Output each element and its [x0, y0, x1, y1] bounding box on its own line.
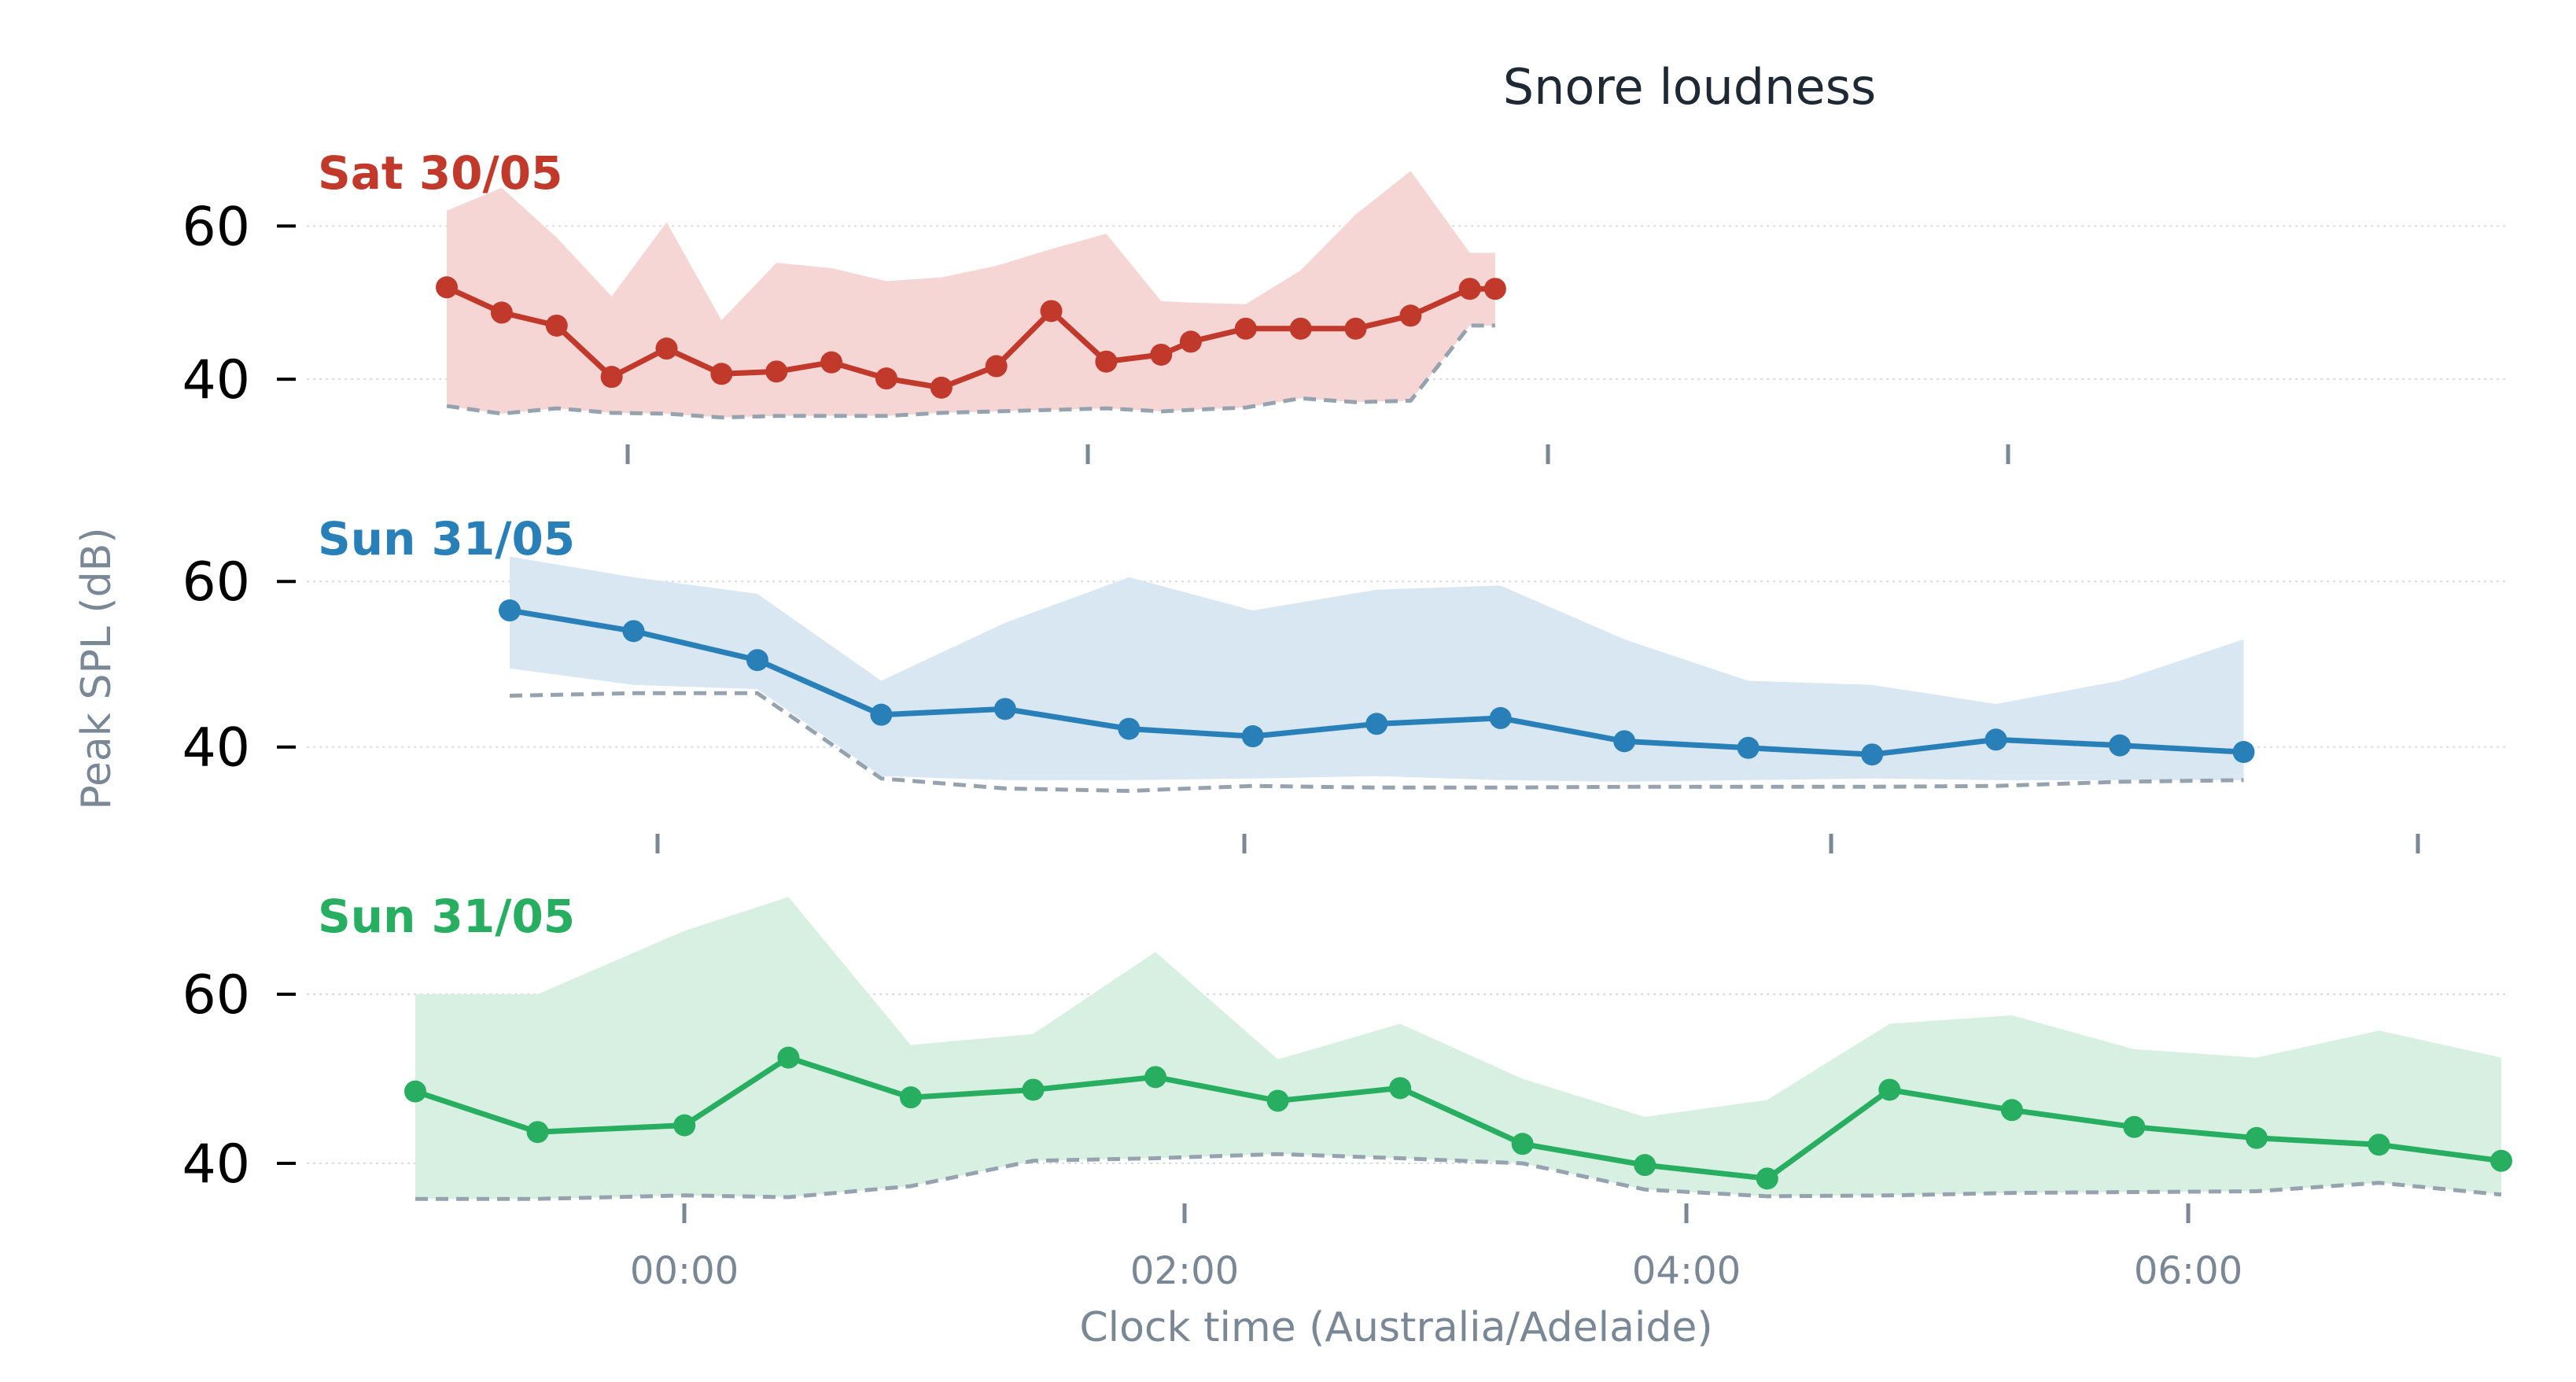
data-point [1389, 1077, 1412, 1100]
x-axis-label: Clock time (Australia/Adelaide) [1079, 1304, 1712, 1351]
data-point [600, 366, 623, 389]
data-point [1511, 1133, 1534, 1155]
baseline-line [509, 691, 2244, 794]
data-point [777, 1046, 800, 1069]
data-point [875, 367, 897, 390]
data-point [2490, 1149, 2512, 1172]
peak-line [414, 1055, 2502, 1181]
data-point [2000, 1099, 2023, 1122]
data-point [2245, 1126, 2268, 1149]
data-point [765, 360, 788, 383]
data-point [1144, 1066, 1167, 1089]
y-tick-label: 60 [182, 964, 250, 1026]
data-point [1266, 1089, 1289, 1112]
data-point [655, 337, 678, 360]
data-point [1458, 278, 1481, 300]
data-point [404, 1080, 426, 1103]
data-point [985, 355, 1008, 378]
panel-label: Sat 30/05 [318, 146, 562, 200]
data-point [930, 376, 953, 399]
data-point [1234, 317, 1257, 340]
data-point [2109, 734, 2132, 757]
data-point [1878, 1078, 1901, 1101]
data-point [622, 620, 645, 643]
y-tick-label: 40 [182, 349, 250, 411]
data-point [1399, 304, 1422, 327]
data-point [1022, 1078, 1045, 1101]
baseline-line [415, 1152, 2502, 1201]
y-tick-label: 40 [182, 717, 250, 779]
y-tick-label: 60 [182, 196, 250, 258]
data-point [1289, 317, 1312, 340]
data-point [2123, 1115, 2146, 1138]
data-point [1365, 713, 1388, 735]
data-point [1095, 350, 1118, 373]
data-point [710, 363, 733, 385]
range-band [510, 556, 2244, 782]
data-point [1241, 725, 1264, 748]
x-tick-label: 04:00 [1632, 1249, 1741, 1293]
data-point [1040, 300, 1063, 322]
range-band [447, 171, 1495, 418]
data-point [673, 1114, 696, 1137]
data-point [2232, 741, 2255, 764]
data-point [499, 599, 521, 622]
panel-label: Sun 31/05 [318, 890, 575, 943]
data-point [2368, 1133, 2390, 1156]
data-point [1179, 330, 1202, 353]
chart-title: Snore loudness [1503, 58, 1876, 116]
y-tick-label: 60 [182, 551, 250, 614]
data-point [436, 276, 458, 299]
data-point [899, 1086, 922, 1109]
data-point [1737, 736, 1760, 759]
data-point [1861, 743, 1884, 766]
data-point [1634, 1154, 1657, 1177]
data-point [1613, 730, 1636, 753]
data-point [820, 351, 843, 374]
x-tick-label: 06:00 [2134, 1249, 2242, 1293]
data-point [1756, 1167, 1778, 1190]
x-tick-label: 00:00 [630, 1249, 739, 1293]
data-point [490, 301, 513, 324]
x-tick-label: 02:00 [1130, 1249, 1239, 1293]
range-band [415, 897, 2501, 1200]
y-tick-label: 40 [182, 1133, 250, 1196]
data-point [1118, 717, 1141, 740]
data-point [1483, 278, 1506, 300]
data-point [1489, 706, 1512, 729]
data-point [1150, 343, 1173, 366]
baseline-line [446, 323, 1495, 420]
panel-label: Sun 31/05 [318, 512, 575, 566]
data-point [545, 314, 568, 337]
data-point [1985, 728, 2007, 751]
data-point [1344, 317, 1367, 340]
data-point [993, 698, 1016, 720]
y-axis-label: Peak SPL (dB) [73, 527, 120, 809]
data-point [526, 1121, 549, 1144]
data-point [746, 649, 768, 672]
data-point [870, 703, 893, 726]
